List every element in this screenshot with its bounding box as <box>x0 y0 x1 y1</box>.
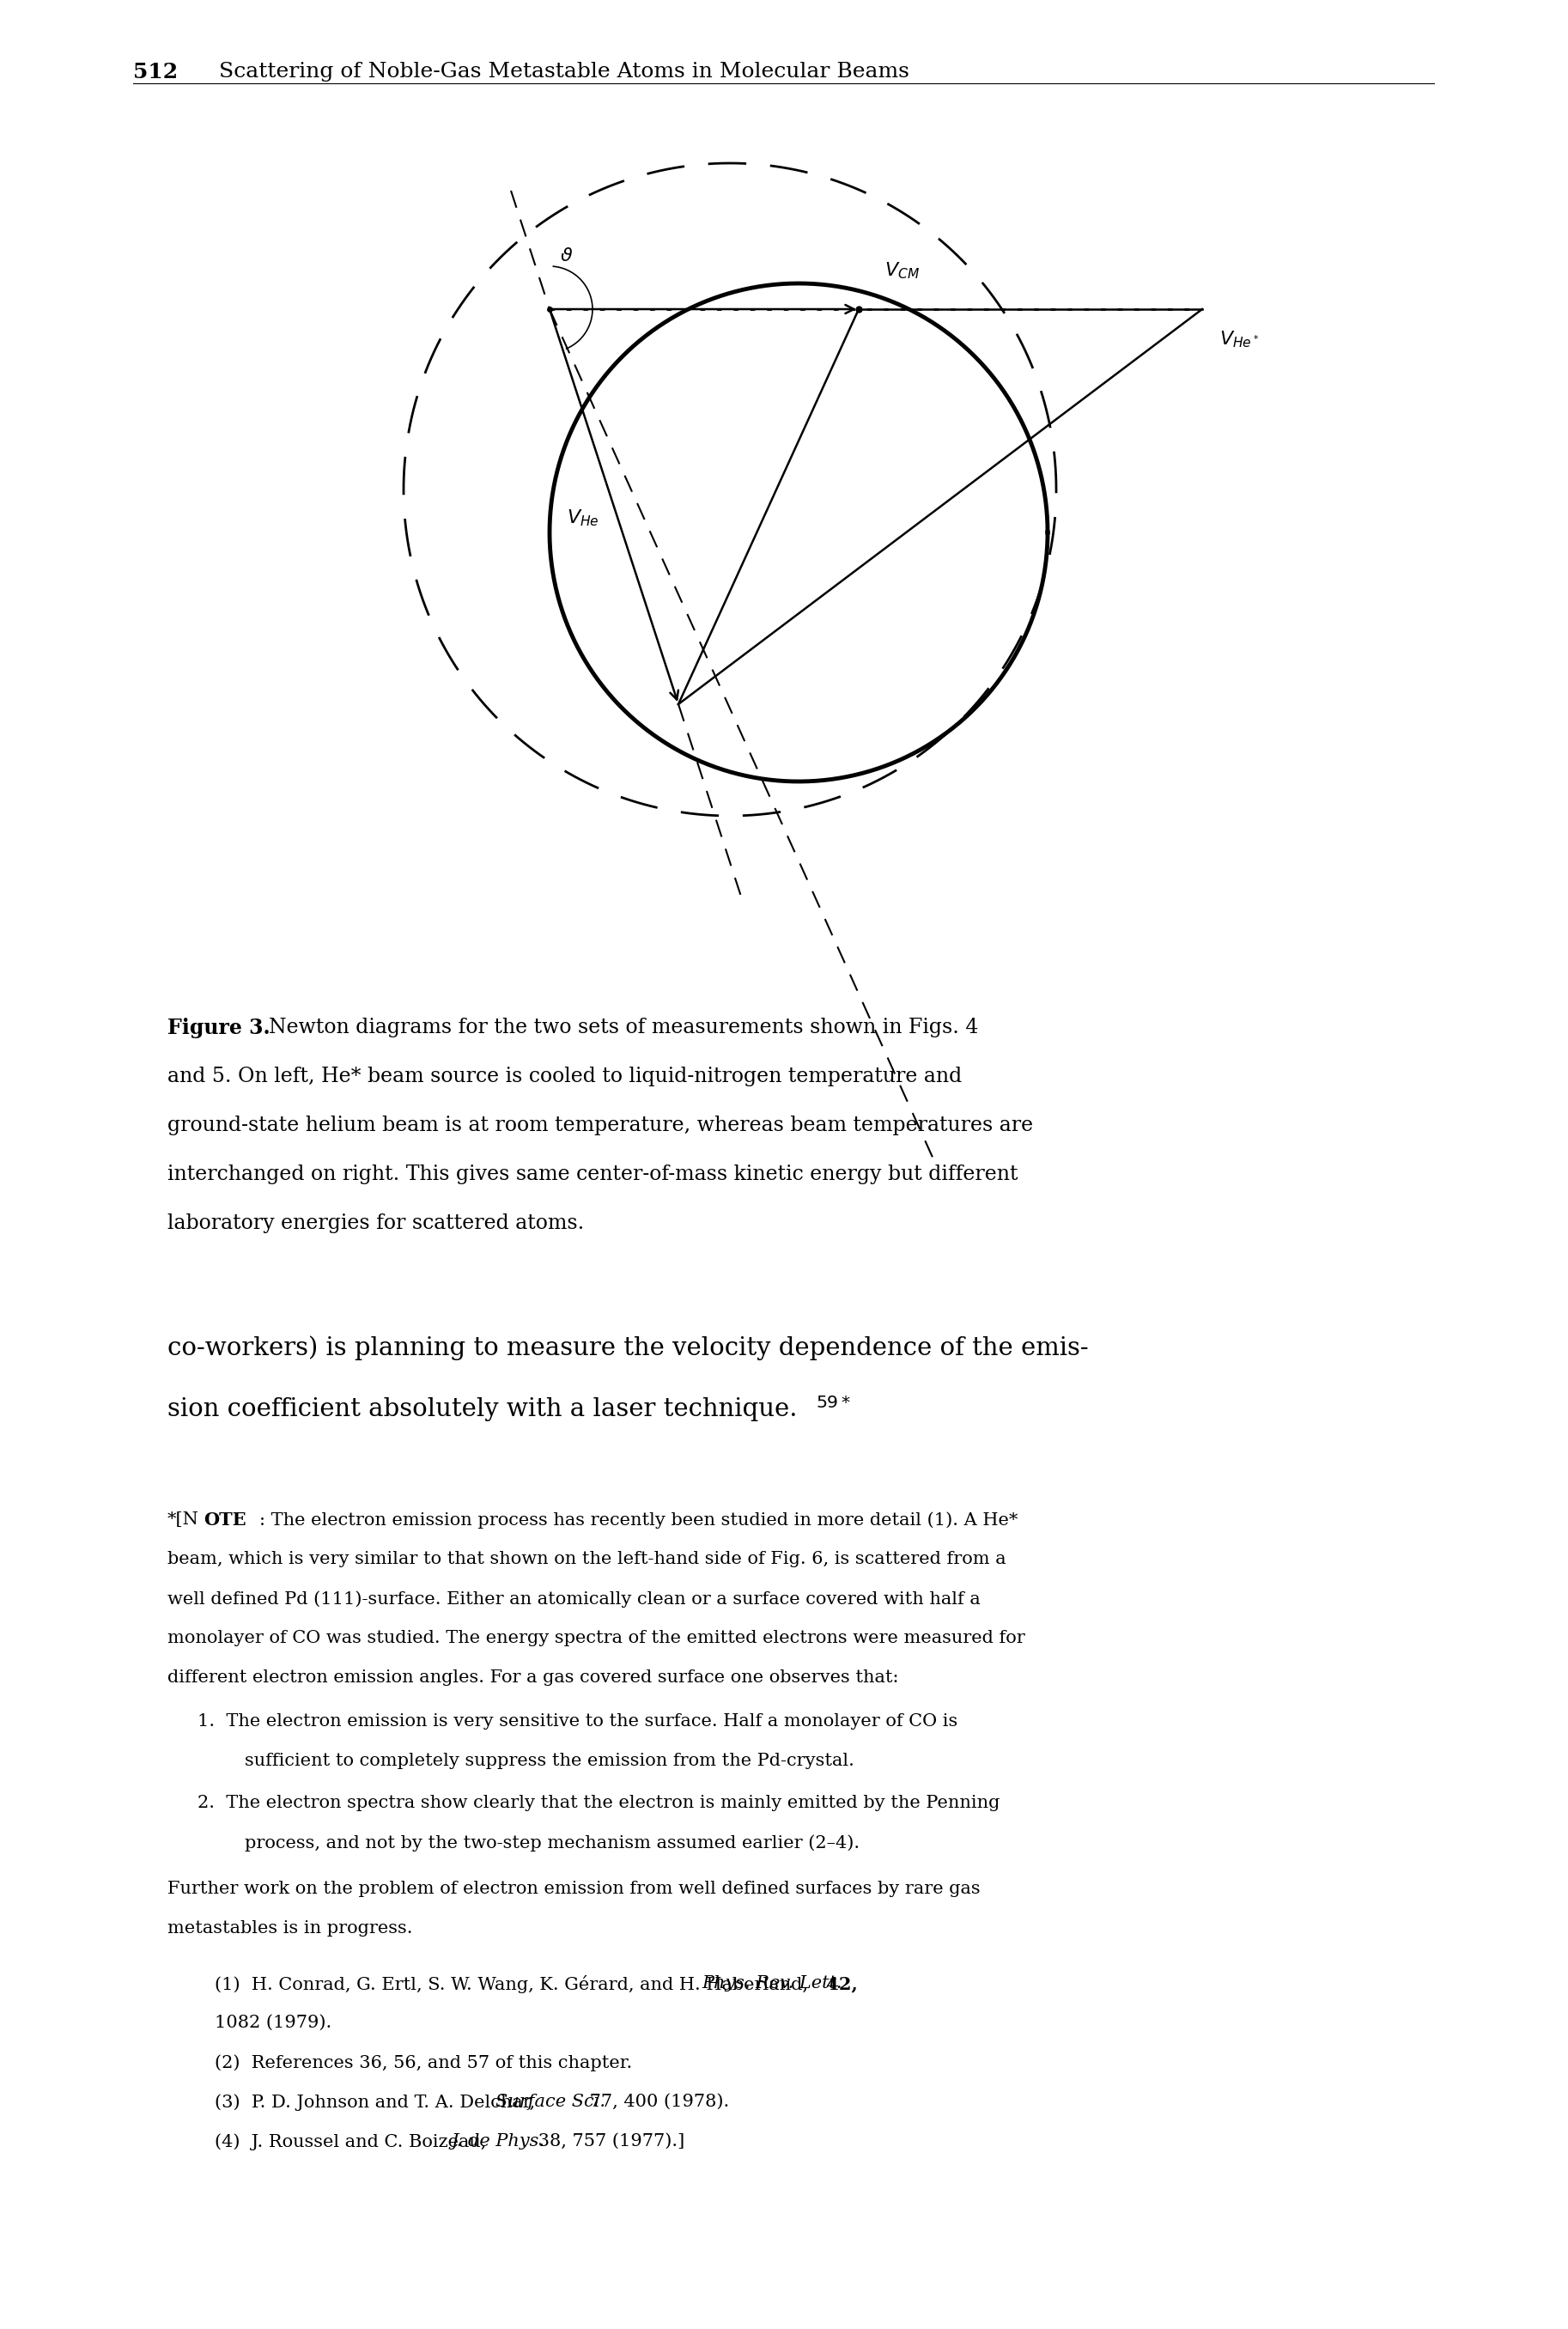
Text: (3)  P. D. Johnson and T. A. Delchar,: (3) P. D. Johnson and T. A. Delchar, <box>215 2094 541 2110</box>
Text: Further work on the problem of electron emission from well defined surfaces by r: Further work on the problem of electron … <box>168 1882 980 1898</box>
Text: well defined Pd (111)-surface. Either an atomically clean or a surface covered w: well defined Pd (111)-surface. Either an… <box>168 1591 980 1607</box>
Text: $V_{He^*}$: $V_{He^*}$ <box>1220 328 1259 349</box>
Text: laboratory energies for scattered atoms.: laboratory energies for scattered atoms. <box>168 1213 585 1232</box>
Text: 1.  The electron emission is very sensitive to the surface. Half a monolayer of : 1. The electron emission is very sensiti… <box>198 1714 958 1730</box>
Text: 42,: 42, <box>820 1975 858 1991</box>
Text: Surface Sci.: Surface Sci. <box>495 2094 605 2110</box>
Text: OTE: OTE <box>204 1512 246 1528</box>
Text: 77, 400 (1978).: 77, 400 (1978). <box>583 2094 729 2110</box>
Text: different electron emission angles. For a gas covered surface one observes that:: different electron emission angles. For … <box>168 1670 898 1686</box>
Text: process, and not by the two-step mechanism assumed earlier (2–4).: process, and not by the two-step mechani… <box>245 1835 859 1852</box>
Text: J. de Phys.: J. de Phys. <box>452 2133 544 2150</box>
Text: metastables is in progress.: metastables is in progress. <box>168 1919 412 1935</box>
Text: 1082 (1979).: 1082 (1979). <box>215 2015 332 2031</box>
Text: (1)  H. Conrad, G. Ertl, S. W. Wang, K. Gérard, and H. Haberland,: (1) H. Conrad, G. Ertl, S. W. Wang, K. G… <box>215 1975 814 1994</box>
Text: Newton diagrams for the two sets of measurements shown in Figs. 4: Newton diagrams for the two sets of meas… <box>268 1018 978 1036</box>
Text: $^{59*}$: $^{59*}$ <box>815 1397 850 1421</box>
Text: beam, which is very similar to that shown on the left-hand side of Fig. 6, is sc: beam, which is very similar to that show… <box>168 1551 1007 1567</box>
Text: monolayer of CO was studied. The energy spectra of the emitted electrons were me: monolayer of CO was studied. The energy … <box>168 1630 1025 1647</box>
Text: 2.  The electron spectra show clearly that the electron is mainly emitted by the: 2. The electron spectra show clearly tha… <box>198 1796 1000 1812</box>
Text: (2)  References 36, 56, and 57 of this chapter.: (2) References 36, 56, and 57 of this ch… <box>215 2054 632 2070</box>
Text: ground-state helium beam is at room temperature, whereas beam temperatures are: ground-state helium beam is at room temp… <box>168 1116 1033 1134</box>
Text: and 5. On left, He* beam source is cooled to liquid-nitrogen temperature and: and 5. On left, He* beam source is coole… <box>168 1067 961 1085</box>
Text: (4)  J. Roussel and C. Boizeau,: (4) J. Roussel and C. Boizeau, <box>215 2133 492 2150</box>
Text: 38, 757 (1977).]: 38, 757 (1977).] <box>532 2133 685 2150</box>
Text: : The electron emission process has recently been studied in more detail (1). A : : The electron emission process has rece… <box>259 1512 1018 1528</box>
Text: $\vartheta$: $\vartheta$ <box>560 247 572 266</box>
Text: $V_{CM}$: $V_{CM}$ <box>884 261 920 282</box>
Text: $V_{He}$: $V_{He}$ <box>566 508 599 529</box>
Text: sion coefficient absolutely with a laser technique.: sion coefficient absolutely with a laser… <box>168 1397 797 1421</box>
Text: *[N: *[N <box>168 1512 199 1528</box>
Text: Figure 3.: Figure 3. <box>168 1018 270 1039</box>
Text: Scattering of Noble-Gas Metastable Atoms in Molecular Beams: Scattering of Noble-Gas Metastable Atoms… <box>220 63 909 82</box>
Text: Phys. Rev. Lett.: Phys. Rev. Lett. <box>702 1975 842 1991</box>
Text: interchanged on right. This gives same center-of-mass kinetic energy but differe: interchanged on right. This gives same c… <box>168 1164 1018 1183</box>
Text: co-workers) is planning to measure the velocity dependence of the emis-: co-workers) is planning to measure the v… <box>168 1335 1088 1360</box>
Text: sufficient to completely suppress the emission from the Pd-crystal.: sufficient to completely suppress the em… <box>245 1754 855 1770</box>
Text: 512: 512 <box>133 63 177 82</box>
